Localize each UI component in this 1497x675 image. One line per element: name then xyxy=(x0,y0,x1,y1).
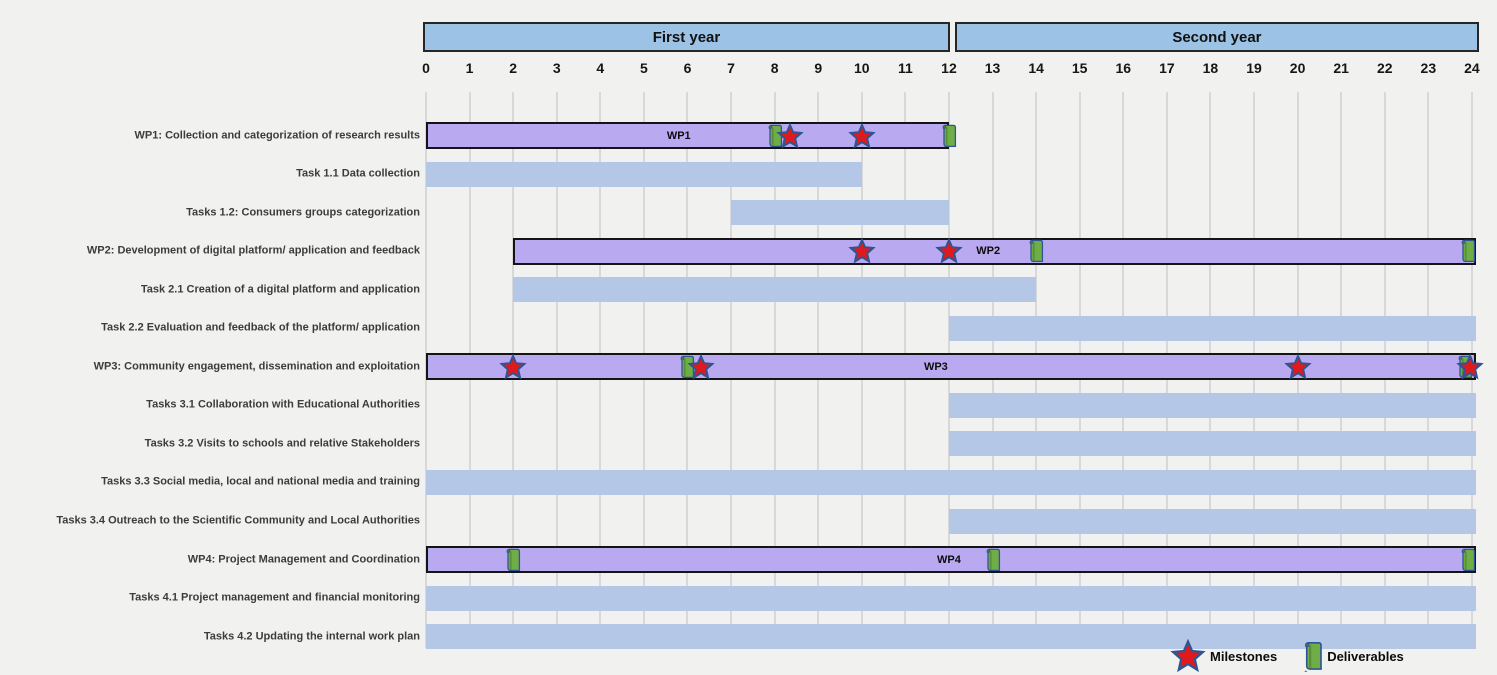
chart-legend: Milestones Deliverables xyxy=(1170,638,1430,674)
wp-bar-label: WP4 xyxy=(937,553,961,566)
month-tick-label: 2 xyxy=(509,60,518,76)
legend-deliverables-label: Deliverables xyxy=(1327,648,1404,664)
row-label: Tasks 3.4 Outreach to the Scientific Com… xyxy=(56,514,420,527)
deliverable-icon xyxy=(941,122,957,149)
task-bar xyxy=(426,161,862,187)
month-tick-label: 10 xyxy=(854,60,870,76)
task-bar xyxy=(426,585,1476,611)
deliverable-icon xyxy=(679,353,695,380)
month-tick-label: 1 xyxy=(465,60,474,76)
year-band: First year xyxy=(423,22,950,52)
row-label: Tasks 4.2 Updating the internal work pla… xyxy=(203,630,420,643)
month-tick-label: 3 xyxy=(552,60,561,76)
deliverable-icon xyxy=(1304,641,1322,672)
milestone-star-icon xyxy=(935,237,963,264)
row-label: Task 2.1 Creation of a digital platform … xyxy=(140,283,420,296)
month-tick-label: 18 xyxy=(1202,60,1219,76)
task-bar xyxy=(948,392,1476,418)
milestone-star-icon xyxy=(776,121,804,149)
milestone-star-icon xyxy=(1456,353,1484,380)
row-label: WP4: Project Management and Coordination xyxy=(187,553,420,566)
task-bar xyxy=(948,315,1476,341)
deliverable-icon xyxy=(505,546,521,573)
task-bar xyxy=(948,431,1476,457)
row-label: WP3: Community engagement, dissemination… xyxy=(93,360,420,373)
deliverable-icon xyxy=(985,546,1001,573)
month-tick-label: 17 xyxy=(1159,60,1175,76)
task-bar xyxy=(426,624,1476,650)
month-tick-label: 13 xyxy=(984,60,1001,76)
wp-bar xyxy=(426,353,1476,381)
row-label: Tasks 3.3 Social media, local and nation… xyxy=(101,475,420,488)
row-label: WP1: Collection and categorization of re… xyxy=(134,129,420,141)
month-tick-label: 21 xyxy=(1333,60,1349,76)
wp-bar xyxy=(513,237,1476,265)
row-label: Task 2.2 Evaluation and feedback of the … xyxy=(101,321,420,334)
month-tick-label: 19 xyxy=(1246,60,1262,76)
task-bar xyxy=(948,508,1476,534)
month-tick-label: 4 xyxy=(596,60,605,76)
milestone-star-icon xyxy=(499,353,527,380)
month-tick-label: 15 xyxy=(1071,60,1088,76)
milestone-star-icon xyxy=(848,121,876,149)
month-tick-label: 11 xyxy=(897,60,913,76)
deliverable-icon xyxy=(1460,546,1476,573)
year-band: Second year xyxy=(954,22,1479,52)
legend-milestones-label: Milestones xyxy=(1210,648,1278,664)
month-tick-label: 9 xyxy=(814,60,823,76)
milestone-star-icon xyxy=(1170,639,1206,673)
legend-item-deliverables: Deliverables xyxy=(1303,639,1404,673)
month-tick-label: 16 xyxy=(1115,60,1132,76)
milestone-star-icon xyxy=(1283,353,1312,380)
month-tick-label: 5 xyxy=(639,60,648,76)
deliverable-icon xyxy=(1028,238,1044,265)
month-tick-label: 7 xyxy=(727,60,735,76)
task-bar xyxy=(731,200,949,226)
month-tick-label: 20 xyxy=(1289,60,1306,76)
row-label: Task 1.1 Data collection xyxy=(296,167,420,180)
wp-bar-label: WP3 xyxy=(923,360,948,373)
month-tick-label: 8 xyxy=(770,60,779,76)
task-bar xyxy=(426,469,1476,495)
row-label: Tasks 4.1 Project management and financi… xyxy=(129,591,420,604)
deliverable-icon xyxy=(767,122,783,149)
wp-bar-label: WP1 xyxy=(666,129,691,142)
row-label: WP2: Development of digital platform/ ap… xyxy=(86,244,420,257)
month-tick-label: 22 xyxy=(1376,60,1393,76)
legend-item-milestones: Milestones xyxy=(1170,639,1277,673)
milestone-star-icon xyxy=(848,237,876,264)
wp-bar-label: WP2 xyxy=(976,245,1001,258)
row-label: Tasks 3.1 Collaboration with Educational… xyxy=(146,398,420,411)
milestone-star-icon xyxy=(686,353,715,380)
month-tick-label: 6 xyxy=(683,60,692,76)
task-bar xyxy=(513,277,1037,303)
row-label: Tasks 3.2 Visits to schools and relative… xyxy=(144,437,420,450)
wp-bar xyxy=(426,546,1476,574)
month-tick-label: 0 xyxy=(422,60,430,76)
row-label: Tasks 1.2: Consumers groups categorizati… xyxy=(186,206,420,219)
deliverable-icon xyxy=(1460,238,1476,265)
month-tick-label: 14 xyxy=(1028,60,1044,76)
month-tick-label: 23 xyxy=(1420,60,1437,76)
month-tick-label: 24 xyxy=(1464,60,1480,76)
month-tick-label: 12 xyxy=(941,60,957,76)
